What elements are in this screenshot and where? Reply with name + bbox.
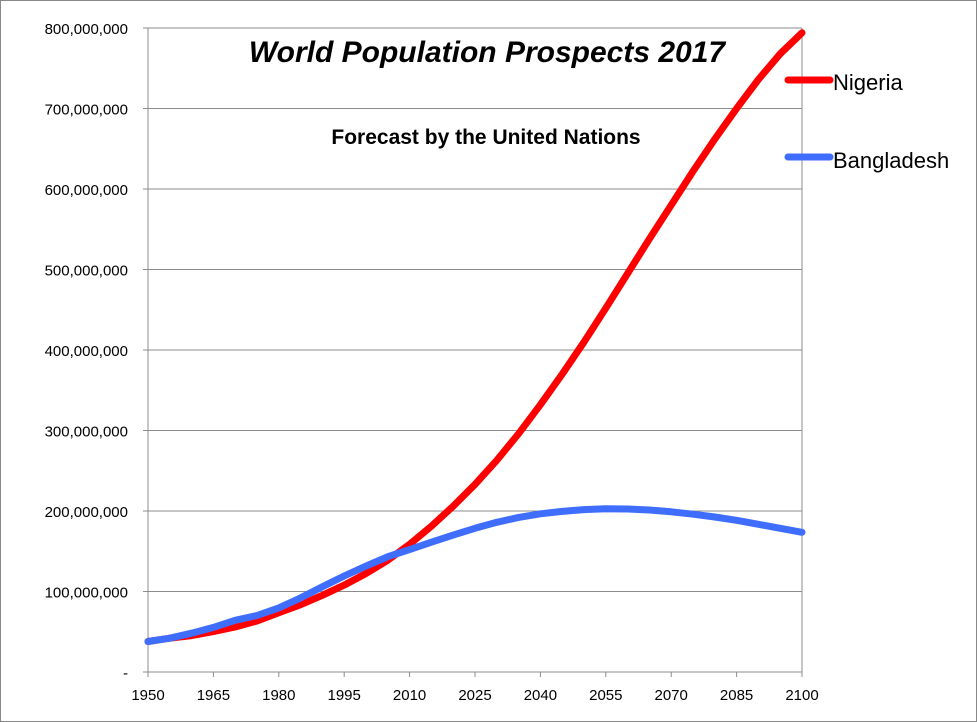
axes [143, 27, 803, 677]
x-axis-tick-labels: 1950 1965 1980 1995 2010 2025 2040 2055 2070 2085… [131, 687, 818, 704]
legend: Nigeria Bangladesh [784, 70, 949, 173]
y-tick-label: 200,000,000 [45, 504, 128, 521]
series-lines [144, 29, 806, 645]
y-tick-label: 100,000,000 [45, 585, 128, 602]
legend-label-nigeria: Nigeria [833, 70, 903, 95]
y-tick-label: 600,000,000 [45, 182, 128, 199]
y-tick-label: 800,000,000 [45, 21, 128, 38]
y-tick-label: 300,000,000 [45, 424, 128, 441]
y-axis-tick-labels: - 100,000,000 200,000,000 300,000,000 400,00… [45, 21, 128, 682]
x-tick-label: 1950 [131, 687, 164, 704]
y-tick-label: 400,000,000 [45, 343, 128, 360]
x-tick-label: 2085 [720, 687, 753, 704]
x-tick-label: 2040 [524, 687, 557, 704]
x-tick-label: 2025 [458, 687, 491, 704]
series-line-bangladesh [144, 505, 806, 645]
x-tick-label: 2010 [393, 687, 426, 704]
y-tick-label: 700,000,000 [45, 102, 128, 119]
chart-subtitle: Forecast by the United Nations [331, 126, 640, 149]
legend-label-bangladesh: Bangladesh [833, 148, 949, 173]
series-line-nigeria [144, 29, 806, 645]
x-tick-label: 2100 [785, 687, 818, 704]
x-tick-label: 2055 [589, 687, 622, 704]
x-tick-label: 1980 [262, 687, 295, 704]
y-tick-label: 500,000,000 [45, 263, 128, 280]
x-tick-label: 1995 [328, 687, 361, 704]
x-tick-label: 1965 [197, 687, 230, 704]
y-tick-label: - [123, 665, 128, 682]
x-tick-label: 2070 [655, 687, 688, 704]
chart-title: World Population Prospects 2017 [249, 36, 727, 69]
